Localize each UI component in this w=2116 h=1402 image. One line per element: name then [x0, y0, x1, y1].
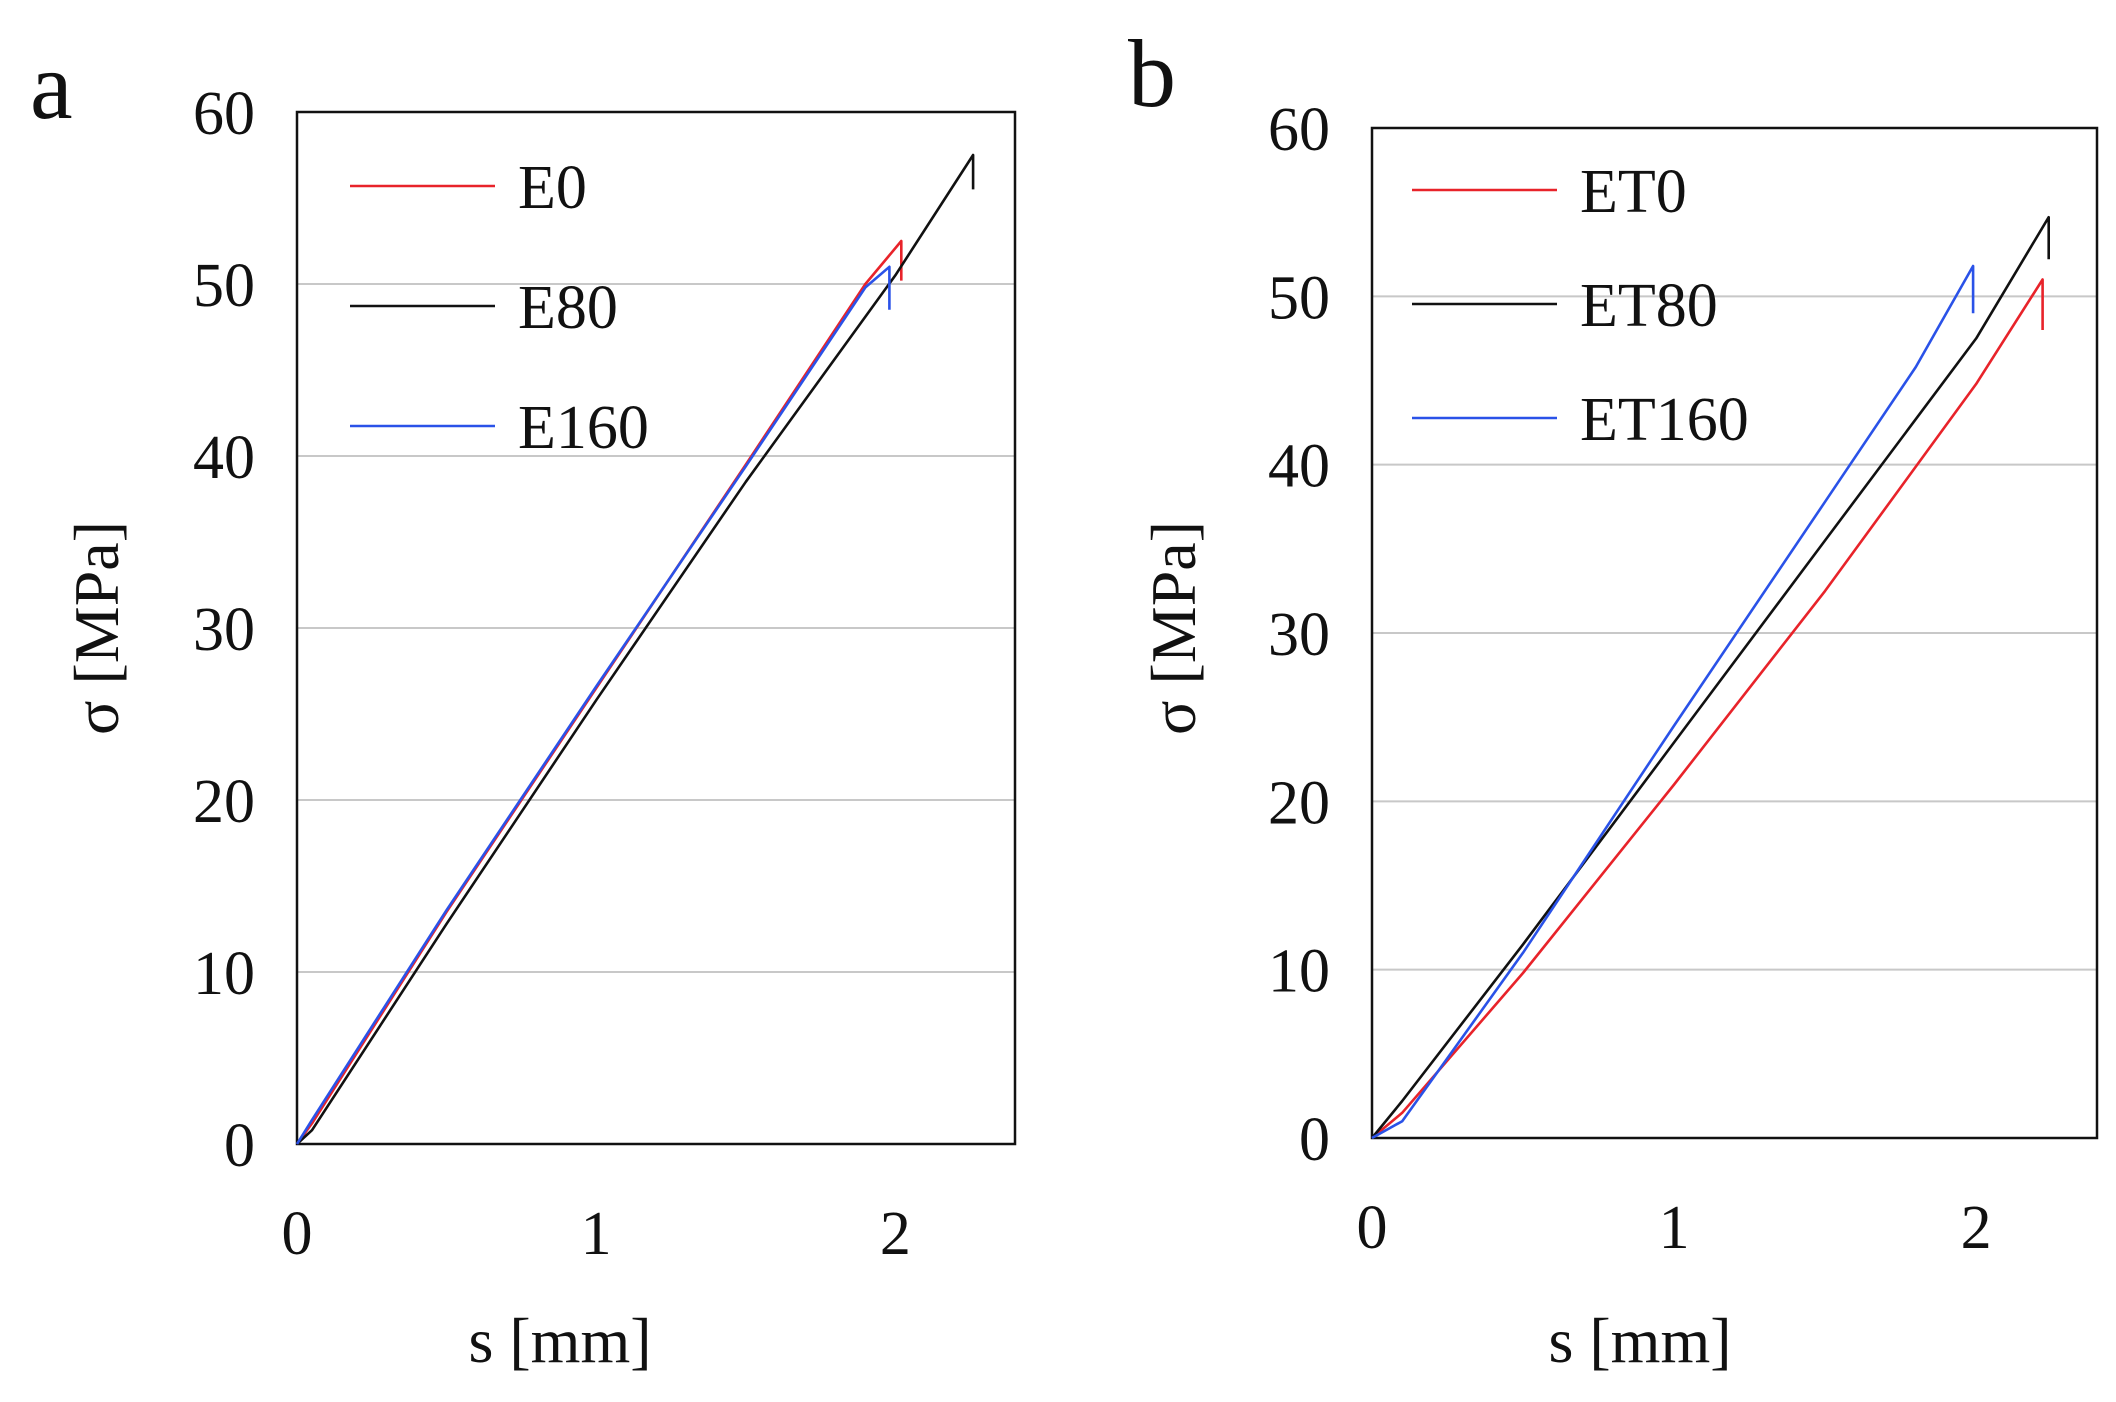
panel-a-gridlines	[297, 283, 1015, 973]
panel-b-y-axis-label: σ [MPa]	[1138, 521, 1209, 735]
panel-b-legend: ET0 ET80 ET160	[1412, 158, 1749, 454]
panel-b-y-ticks: 0 10 20 30 40 50 60	[1268, 96, 1330, 1174]
panel-a-y-ticks: 0 10 20 30 40 50 60	[193, 80, 255, 1180]
panel-a-x-tick-label: 1	[581, 1200, 612, 1268]
panel-b-y-tick-label: 0	[1299, 1106, 1330, 1174]
panel-b-x-axis-label: s [mm]	[1548, 1305, 1731, 1376]
panel-b-y-tick-label: 60	[1268, 96, 1330, 164]
panel-a-plot-area	[295, 110, 1017, 1146]
panel-a-series-line-e80	[296, 153, 975, 1145]
panel-b-x-ticks: 0 1 2	[1357, 1194, 1992, 1262]
panel-b-series-line-et80	[1370, 215, 2050, 1139]
panel-b-plot-area	[1370, 126, 2099, 1140]
panel-a-y-axis-label: σ [MPa]	[61, 521, 132, 735]
panel-b-series	[1370, 215, 2050, 1140]
panel-a-legend-label-e160: E160	[518, 394, 649, 462]
panel-b-x-tick-label: 2	[1961, 1194, 1992, 1262]
panel-b-y-tick-label: 20	[1268, 769, 1330, 837]
panel-b-y-tick-label: 40	[1268, 433, 1330, 501]
panel-a: a 0 10 20 30 40 50 60 0 1 2 s [mm] σ [MPa] E0 E80…	[30, 32, 1017, 1376]
panel-a-y-tick-label: 60	[193, 80, 255, 148]
panel-b-label: b	[1128, 20, 1176, 127]
panel-b-series-line-et0	[1371, 278, 2044, 1139]
panel-b-y-tick-label: 30	[1268, 601, 1330, 669]
panel-a-label: a	[30, 32, 73, 139]
panel-a-y-tick-label: 20	[193, 768, 255, 836]
panel-b-legend-label-et0: ET0	[1580, 158, 1687, 226]
panel-a-legend-label-e80: E80	[518, 274, 618, 342]
panel-a-y-tick-label: 0	[224, 1112, 255, 1180]
panel-a-y-tick-label: 50	[193, 252, 255, 320]
panel-b-legend-label-et160: ET160	[1580, 386, 1749, 454]
panel-a-y-tick-label: 40	[193, 424, 255, 492]
panel-a-x-tick-label: 2	[880, 1200, 911, 1268]
panel-b-series-line-et160	[1371, 264, 1975, 1140]
panel-a-series	[295, 153, 975, 1145]
panel-a-x-tick-label: 0	[282, 1200, 313, 1268]
panel-b-x-tick-label: 0	[1357, 1194, 1388, 1262]
panel-b-x-tick-label: 1	[1659, 1194, 1690, 1262]
panel-a-legend-label-e0: E0	[518, 154, 587, 222]
panel-b-y-tick-label: 50	[1268, 264, 1330, 332]
panel-a-series-line-e0	[295, 239, 903, 1145]
panel-a-x-ticks: 0 1 2	[282, 1200, 911, 1268]
panel-b-gridlines	[1372, 295, 2097, 971]
panel-a-legend: E0 E80 E160	[350, 154, 649, 462]
panel-a-y-tick-label: 30	[193, 596, 255, 664]
panel-a-y-tick-label: 10	[193, 940, 255, 1008]
panel-b-y-tick-label: 10	[1268, 938, 1330, 1006]
panel-a-x-axis-label: s [mm]	[468, 1305, 651, 1376]
panel-a-series-line-e160	[295, 265, 891, 1145]
panel-b-legend-label-et80: ET80	[1580, 272, 1718, 340]
